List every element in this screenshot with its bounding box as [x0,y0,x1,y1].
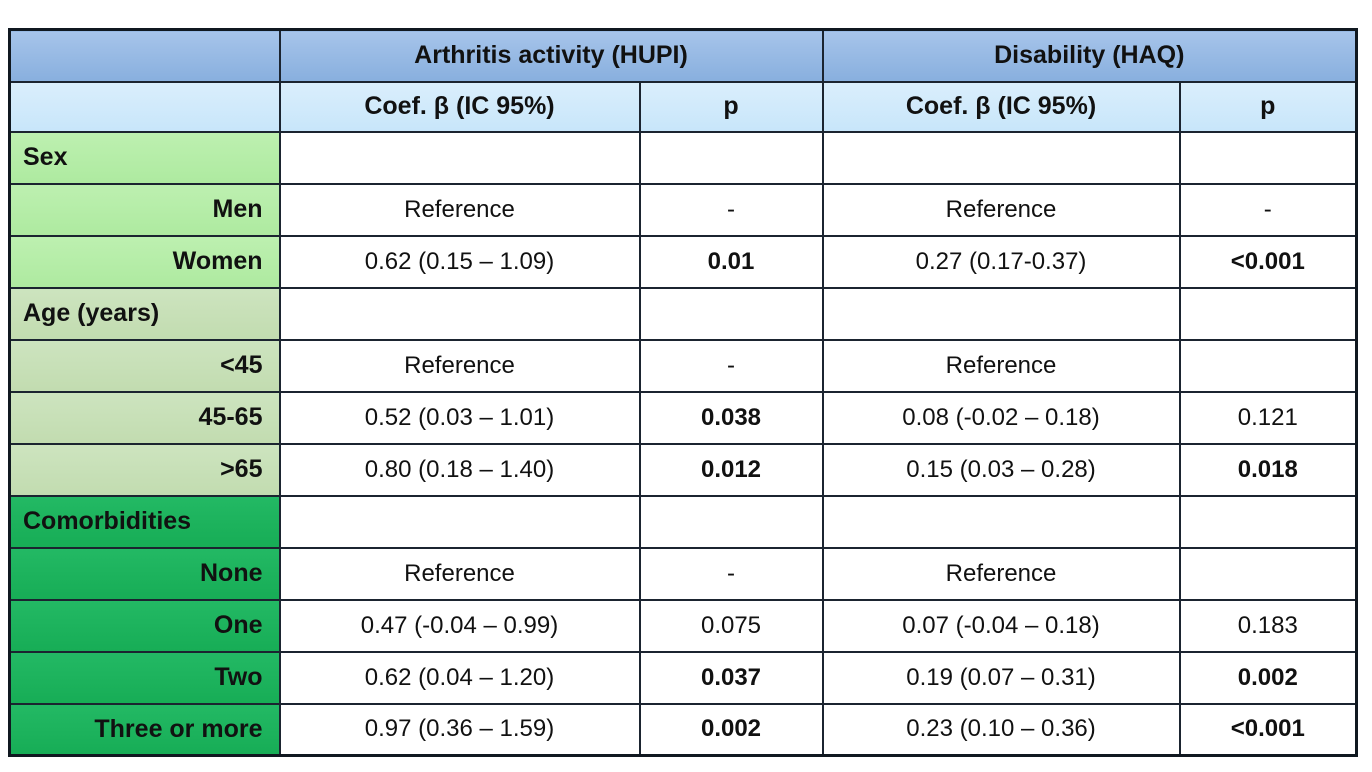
table-row-over65: >65 0.80 (0.18 – 1.40) 0.012 0.15 (0.03 … [8,442,1358,497]
haq-coef-header: Coef. β (IC 95%) [821,80,1181,133]
haq-coef-cell: 0.23 (0.10 – 0.36) [821,702,1181,757]
row-label-cell: Women [8,234,281,289]
hupi-p-cell [638,130,824,185]
haq-p-header: p [1178,80,1358,133]
haq-coef-cell: Reference [821,182,1181,237]
hupi-coef-cell: 0.97 (0.36 – 1.59) [278,702,641,757]
hupi-p-cell: - [638,546,824,601]
haq-p-cell [1178,494,1358,549]
row-label-cell: Three or more [8,702,281,757]
hupi-p-cell: 0.002 [638,702,824,757]
hupi-p-cell: 0.037 [638,650,824,705]
row-label-cell: >65 [8,442,281,497]
haq-coef-cell [821,286,1181,341]
table-row-age: Age (years) [8,286,1358,341]
hupi-coef-cell: Reference [278,338,641,393]
haq-p-cell [1178,130,1358,185]
table-row-one: One 0.47 (-0.04 – 0.99) 0.075 0.07 (-0.0… [8,598,1358,653]
haq-p-cell: 0.002 [1178,650,1358,705]
row-label-cell: Age (years) [8,286,281,341]
hupi-p-cell: - [638,182,824,237]
column-header-row: Coef. β (IC 95%) p Coef. β (IC 95%) p [8,80,1358,133]
hupi-coef-cell: 0.47 (-0.04 – 0.99) [278,598,641,653]
haq-p-cell [1178,338,1358,393]
hupi-p-header: p [638,80,824,133]
haq-p-cell: - [1178,182,1358,237]
corner-cell-2 [8,80,281,133]
hupi-coef-cell: Reference [278,546,641,601]
haq-p-cell [1178,546,1358,601]
hupi-p-cell: 0.012 [638,442,824,497]
hupi-p-cell [638,286,824,341]
haq-coef-cell [821,130,1181,185]
row-label-cell: Men [8,182,281,237]
haq-coef-cell [821,494,1181,549]
hupi-coef-cell: Reference [278,182,641,237]
table-row-sex: Sex [8,130,1358,185]
haq-p-cell: <0.001 [1178,234,1358,289]
table-row-under45: <45 Reference - Reference [8,338,1358,393]
haq-coef-cell: 0.27 (0.17-0.37) [821,234,1181,289]
hupi-coef-cell [278,494,641,549]
hupi-coef-cell: 0.52 (0.03 – 1.01) [278,390,641,445]
hupi-coef-header: Coef. β (IC 95%) [278,80,641,133]
table-row-women: Women 0.62 (0.15 – 1.09) 0.01 0.27 (0.17… [8,234,1358,289]
hupi-p-cell: 0.01 [638,234,824,289]
haq-p-cell: <0.001 [1178,702,1358,757]
hupi-coef-cell: 0.62 (0.04 – 1.20) [278,650,641,705]
table-row-none: None Reference - Reference [8,546,1358,601]
haq-p-cell: 0.183 [1178,598,1358,653]
haq-coef-cell: 0.15 (0.03 – 0.28) [821,442,1181,497]
row-label-cell: Comorbidities [8,494,281,549]
row-label-cell: None [8,546,281,601]
row-label-cell: One [8,598,281,653]
haq-coef-cell: 0.19 (0.07 – 0.31) [821,650,1181,705]
row-label-cell: <45 [8,338,281,393]
haq-p-cell [1178,286,1358,341]
hupi-p-cell: 0.038 [638,390,824,445]
hupi-p-cell [638,494,824,549]
row-label-cell: 45-65 [8,390,281,445]
regression-results-table: Arthritis activity (HUPI) Disability (HA… [8,28,1359,757]
hupi-p-cell: 0.075 [638,598,824,653]
group-header-haq: Disability (HAQ) [821,28,1358,83]
table-row-comorbidities: Comorbidities [8,494,1358,549]
group-header-row: Arthritis activity (HUPI) Disability (HA… [8,28,1358,83]
row-label-cell: Two [8,650,281,705]
hupi-coef-cell: 0.80 (0.18 – 1.40) [278,442,641,497]
corner-cell [8,28,281,83]
haq-p-cell: 0.018 [1178,442,1358,497]
row-label-cell: Sex [8,130,281,185]
table-row-three-or-more: Three or more 0.97 (0.36 – 1.59) 0.002 0… [8,702,1358,757]
table-row-45to65: 45-65 0.52 (0.03 – 1.01) 0.038 0.08 (-0.… [8,390,1358,445]
haq-coef-cell: 0.07 (-0.04 – 0.18) [821,598,1181,653]
hupi-coef-cell: 0.62 (0.15 – 1.09) [278,234,641,289]
haq-p-cell: 0.121 [1178,390,1358,445]
table-row-men: Men Reference - Reference - [8,182,1358,237]
haq-coef-cell: Reference [821,546,1181,601]
haq-coef-cell: Reference [821,338,1181,393]
table-row-two: Two 0.62 (0.04 – 1.20) 0.037 0.19 (0.07 … [8,650,1358,705]
haq-coef-cell: 0.08 (-0.02 – 0.18) [821,390,1181,445]
hupi-coef-cell [278,286,641,341]
group-header-hupi: Arthritis activity (HUPI) [278,28,824,83]
hupi-p-cell: - [638,338,824,393]
results-table-container: Arthritis activity (HUPI) Disability (HA… [8,28,1359,757]
hupi-coef-cell [278,130,641,185]
